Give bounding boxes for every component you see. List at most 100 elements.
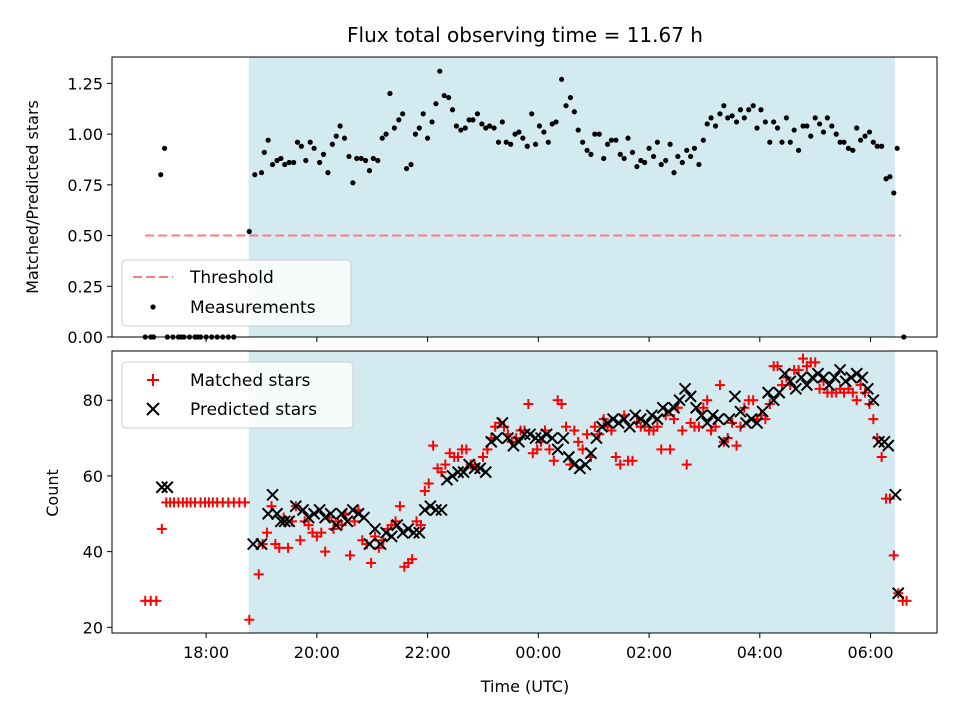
matched-star-point: [888, 550, 899, 561]
predicted-star-point: [634, 412, 647, 426]
measurement-point: [691, 145, 698, 151]
predicted-star-point: [789, 382, 803, 396]
measurement-point: [571, 109, 577, 115]
measurement-point: [387, 90, 393, 97]
measurement-point: [800, 123, 806, 129]
measurement-point: [495, 139, 502, 145]
measurement-point: [261, 149, 267, 155]
bottom-y-tick-label: 80: [83, 391, 103, 410]
predicted-star-point: [701, 416, 714, 430]
measurement-point: [441, 92, 447, 99]
measurement-point: [688, 153, 694, 160]
measurement-point: [433, 101, 439, 107]
x-tick-label: 22:00: [405, 643, 451, 662]
legend-matched-marker: [147, 374, 159, 386]
legend-measurements-label: Measurements: [190, 298, 316, 318]
bottom-y-axis: 20 40 60 80: [83, 391, 112, 637]
predicted-star-point: [728, 390, 742, 403]
legend-measurements-marker: [150, 304, 156, 310]
measurement-point: [403, 165, 410, 172]
matched-star-point: [556, 398, 567, 409]
matched-star-point: [156, 523, 167, 534]
measurement-point: [696, 161, 702, 168]
measurement-point: [642, 159, 648, 166]
measurement-point: [584, 147, 590, 153]
measurement-point: [553, 119, 559, 125]
predicted-star-point: [424, 499, 437, 513]
measurement-point: [269, 161, 276, 168]
predicted-star-point: [302, 511, 315, 524]
top-x-axis: [205, 337, 872, 342]
matched-star-point: [283, 542, 294, 553]
x-tick-label: 20:00: [294, 643, 340, 662]
measurement-point: [741, 115, 747, 121]
measurement-point: [458, 127, 464, 133]
measurements-series: [142, 68, 907, 340]
predicted-star-point: [379, 526, 393, 539]
predicted-star-point: [385, 530, 398, 543]
measurement-point: [604, 141, 611, 147]
top-legend-box: [121, 259, 352, 327]
measurement-point: [291, 159, 297, 166]
measurement-point: [658, 161, 664, 168]
matched-star-point: [810, 357, 821, 368]
measurement-point: [491, 125, 497, 131]
measurement-point: [601, 155, 607, 162]
x-tick-label: 04:00: [737, 643, 783, 662]
measurement-point: [532, 141, 539, 147]
matched-star-point: [876, 451, 887, 462]
predicted-star-point: [545, 431, 559, 445]
matched-star-point: [423, 478, 434, 489]
predicted-star-point: [282, 515, 296, 528]
measurement-point: [524, 143, 530, 149]
predicted-star-point: [712, 412, 725, 426]
predicted-star-point: [673, 394, 686, 407]
predicted-star-point: [335, 507, 348, 520]
predicted-star-point: [595, 420, 609, 433]
predicted-star-point: [822, 378, 836, 392]
predicted-star-point: [623, 420, 636, 433]
matched-star-point: [665, 444, 676, 455]
predicted-star-point: [278, 515, 291, 528]
predicted-star-point: [330, 518, 343, 532]
measurement-point: [162, 145, 168, 151]
measurement-point: [549, 121, 555, 127]
legend-threshold-label: Threshold: [189, 268, 274, 288]
matched-star-point: [627, 455, 638, 466]
measurement-point: [717, 111, 723, 117]
measurement-point: [479, 121, 485, 127]
measurement-point: [817, 121, 823, 127]
measurement-point: [737, 107, 744, 113]
measurement-point: [887, 174, 893, 180]
predicted-star-point: [795, 371, 808, 384]
measurement-point: [474, 111, 481, 117]
measurement-point: [391, 125, 397, 131]
measurement-point: [567, 94, 574, 101]
matched-star-point: [548, 455, 559, 466]
bottom-x-axis: 18:00 20:00 22:00 00:00 02:00 04:00 06:00: [183, 633, 894, 662]
measurement-point: [804, 123, 810, 129]
measurement-point: [663, 157, 669, 164]
measurement-point: [575, 127, 581, 133]
predicted-star-point: [557, 431, 570, 445]
predicted-star-point: [590, 431, 603, 445]
predicted-star-point: [689, 401, 703, 414]
predicted-star-point: [418, 503, 432, 517]
bottom-panel: 20 40 60 80 18:00 20:00 22:00 00:00 02:00 04:00 0…: [43, 350, 938, 696]
legend-matched-label: Matched stars: [190, 371, 310, 391]
measurement-point: [529, 111, 535, 117]
predicted-star-point: [833, 363, 847, 377]
predicted-star-point: [490, 431, 504, 445]
measurement-point: [333, 133, 339, 139]
measurement-point: [425, 135, 431, 141]
predicted-star-point: [717, 435, 731, 449]
measurement-point: [317, 159, 323, 166]
matched-star-point: [366, 557, 377, 568]
matched-star-point: [239, 497, 250, 508]
bottom-observing-window-shade: [248, 351, 895, 633]
measurement-point: [795, 147, 802, 153]
predicted-star-point: [413, 526, 426, 539]
measurement-point: [712, 123, 719, 129]
measurement-point: [841, 139, 847, 145]
measurement-point: [684, 147, 690, 153]
